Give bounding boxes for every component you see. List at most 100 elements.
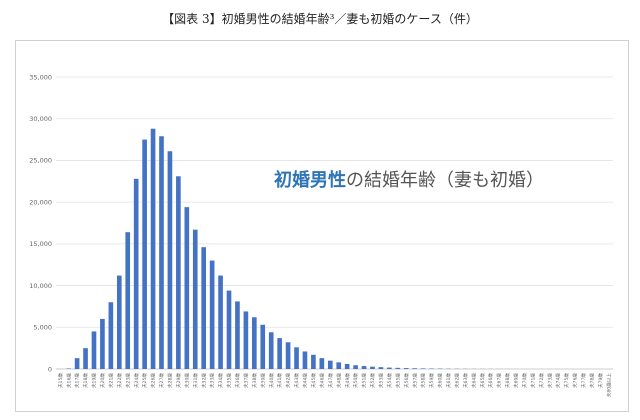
bar — [294, 347, 299, 369]
x-tick-label: 夫43歳 — [293, 373, 300, 388]
x-tick-label: 夫51歳 — [361, 373, 368, 388]
x-tick-label: 夫73歳 — [546, 373, 553, 388]
x-tick-label: 夫74歳 — [555, 373, 562, 388]
bar — [108, 302, 114, 369]
x-tick-label: 夫78歳 — [589, 373, 596, 388]
bar — [412, 368, 417, 369]
y-tick-label: 0 — [48, 365, 52, 373]
bar — [252, 317, 257, 369]
bar — [260, 324, 266, 369]
y-tick-label: 20,000 — [29, 198, 52, 206]
x-tick-label: 夫17歳 — [74, 373, 81, 388]
x-tick-label: 夫80歳以上 — [605, 373, 612, 398]
x-tick-label: 夫47歳 — [327, 373, 334, 388]
bar — [302, 351, 308, 369]
bar — [66, 368, 71, 369]
bar — [226, 290, 232, 369]
bar — [268, 332, 274, 369]
bar-chart: 0 5,000 10,000 15,000 20,000 25,000 30,000 35,0… — [29, 73, 613, 398]
bar — [420, 368, 426, 369]
page-title: 【図表 3】初婚男性の結婚年齢³／妻も初婚のケース（件） — [162, 12, 478, 26]
y-tick-label: 25,000 — [29, 157, 52, 165]
x-tick-label: 夫75歳 — [563, 373, 570, 388]
bar — [91, 331, 97, 369]
bar — [285, 342, 291, 369]
bar — [192, 229, 198, 369]
x-tick-label: 夫57歳 — [411, 373, 418, 388]
bar — [319, 358, 325, 369]
x-tick-label: 夫68歳 — [504, 373, 511, 388]
x-tick-label: 夫71歳 — [529, 373, 536, 388]
y-tick-label: 15,000 — [29, 240, 52, 248]
bar — [176, 176, 181, 369]
x-tick-label: 夫30歳 — [183, 373, 190, 388]
x-tick-label: 夫77歳 — [580, 373, 587, 388]
bar — [344, 363, 350, 369]
bar — [311, 354, 316, 369]
bar — [201, 247, 207, 369]
bar — [378, 367, 384, 369]
x-tick-label: 夫72歳 — [538, 373, 545, 388]
x-tick-label: 夫46歳 — [318, 373, 325, 388]
x-tick-label: 夫79歳 — [597, 373, 604, 388]
x-tick-label: 夫24歳 — [133, 373, 140, 388]
x-tick-label: 夫59歳 — [428, 373, 435, 388]
bar — [83, 348, 88, 369]
bar — [74, 358, 80, 369]
bar — [395, 367, 401, 369]
bar — [327, 360, 333, 369]
x-tick-label: 夫32歳 — [200, 373, 207, 388]
x-tick-label: 夫21歳 — [107, 373, 114, 388]
x-tick-label: 夫23歳 — [124, 373, 131, 388]
bar — [159, 136, 164, 369]
chart-container: 0 5,000 10,000 15,000 20,000 25,000 30,000 35,0… — [15, 40, 629, 412]
x-tick-label: 夫37歳 — [242, 373, 249, 388]
bar — [361, 366, 367, 369]
bar — [353, 365, 358, 369]
x-tick-label: 夫40歳 — [268, 373, 275, 388]
x-tick-label: 夫52歳 — [369, 373, 376, 388]
bar — [100, 318, 105, 369]
chart-title-rest: の結婚年齢（妻も初婚） — [346, 170, 544, 191]
bar — [218, 275, 223, 369]
x-tick-label: 夫33歳 — [209, 373, 216, 388]
x-tick-label: 夫50歳 — [352, 373, 359, 388]
x-tick-label: 夫67歳 — [496, 373, 503, 388]
x-tick-label: 夫20歳 — [99, 373, 106, 388]
x-tick-label: 夫76歳 — [572, 373, 579, 388]
bar — [370, 366, 375, 369]
bar — [167, 151, 173, 369]
x-tick-label: 夫27歳 — [158, 373, 165, 388]
x-tick-label: 夫55歳 — [394, 373, 401, 388]
bar — [403, 368, 409, 369]
bar — [235, 301, 240, 369]
x-tick-label: 夫56歳 — [403, 373, 410, 388]
bar — [184, 207, 190, 369]
bar — [150, 128, 156, 369]
chart-title: 初婚男性の結婚年齢（妻も初婚） — [274, 166, 544, 192]
y-tick-label: 10,000 — [29, 282, 52, 290]
bar — [209, 260, 215, 369]
x-tick-label: 夫26歳 — [150, 373, 157, 388]
x-tick-label: 夫48歳 — [335, 373, 342, 388]
y-tick-label: 30,000 — [29, 115, 52, 123]
bar — [243, 311, 249, 369]
x-tick-label: 夫15歳 — [57, 373, 64, 388]
x-tick-label: 夫62歳 — [453, 373, 460, 388]
x-tick-label: 夫22歳 — [116, 373, 123, 388]
x-tick-label: 夫63歳 — [462, 373, 469, 388]
bar — [125, 232, 131, 369]
x-tick-label: 夫58歳 — [420, 373, 427, 388]
bar — [387, 367, 392, 369]
x-tick-label: 夫69歳 — [513, 373, 520, 388]
y-tick-label: 35,000 — [29, 73, 52, 81]
x-tick-label: 夫19歳 — [91, 373, 98, 388]
bar — [336, 362, 342, 369]
chart-title-emphasis: 初婚男性 — [274, 170, 346, 191]
x-tick-label: 夫31歳 — [192, 373, 199, 388]
x-tick-label: 夫70歳 — [521, 373, 528, 388]
bar — [277, 338, 282, 369]
x-tick-label: 夫49歳 — [344, 373, 351, 388]
x-tick-label: 夫38歳 — [251, 373, 258, 388]
x-tick-label: 夫53歳 — [378, 373, 385, 388]
